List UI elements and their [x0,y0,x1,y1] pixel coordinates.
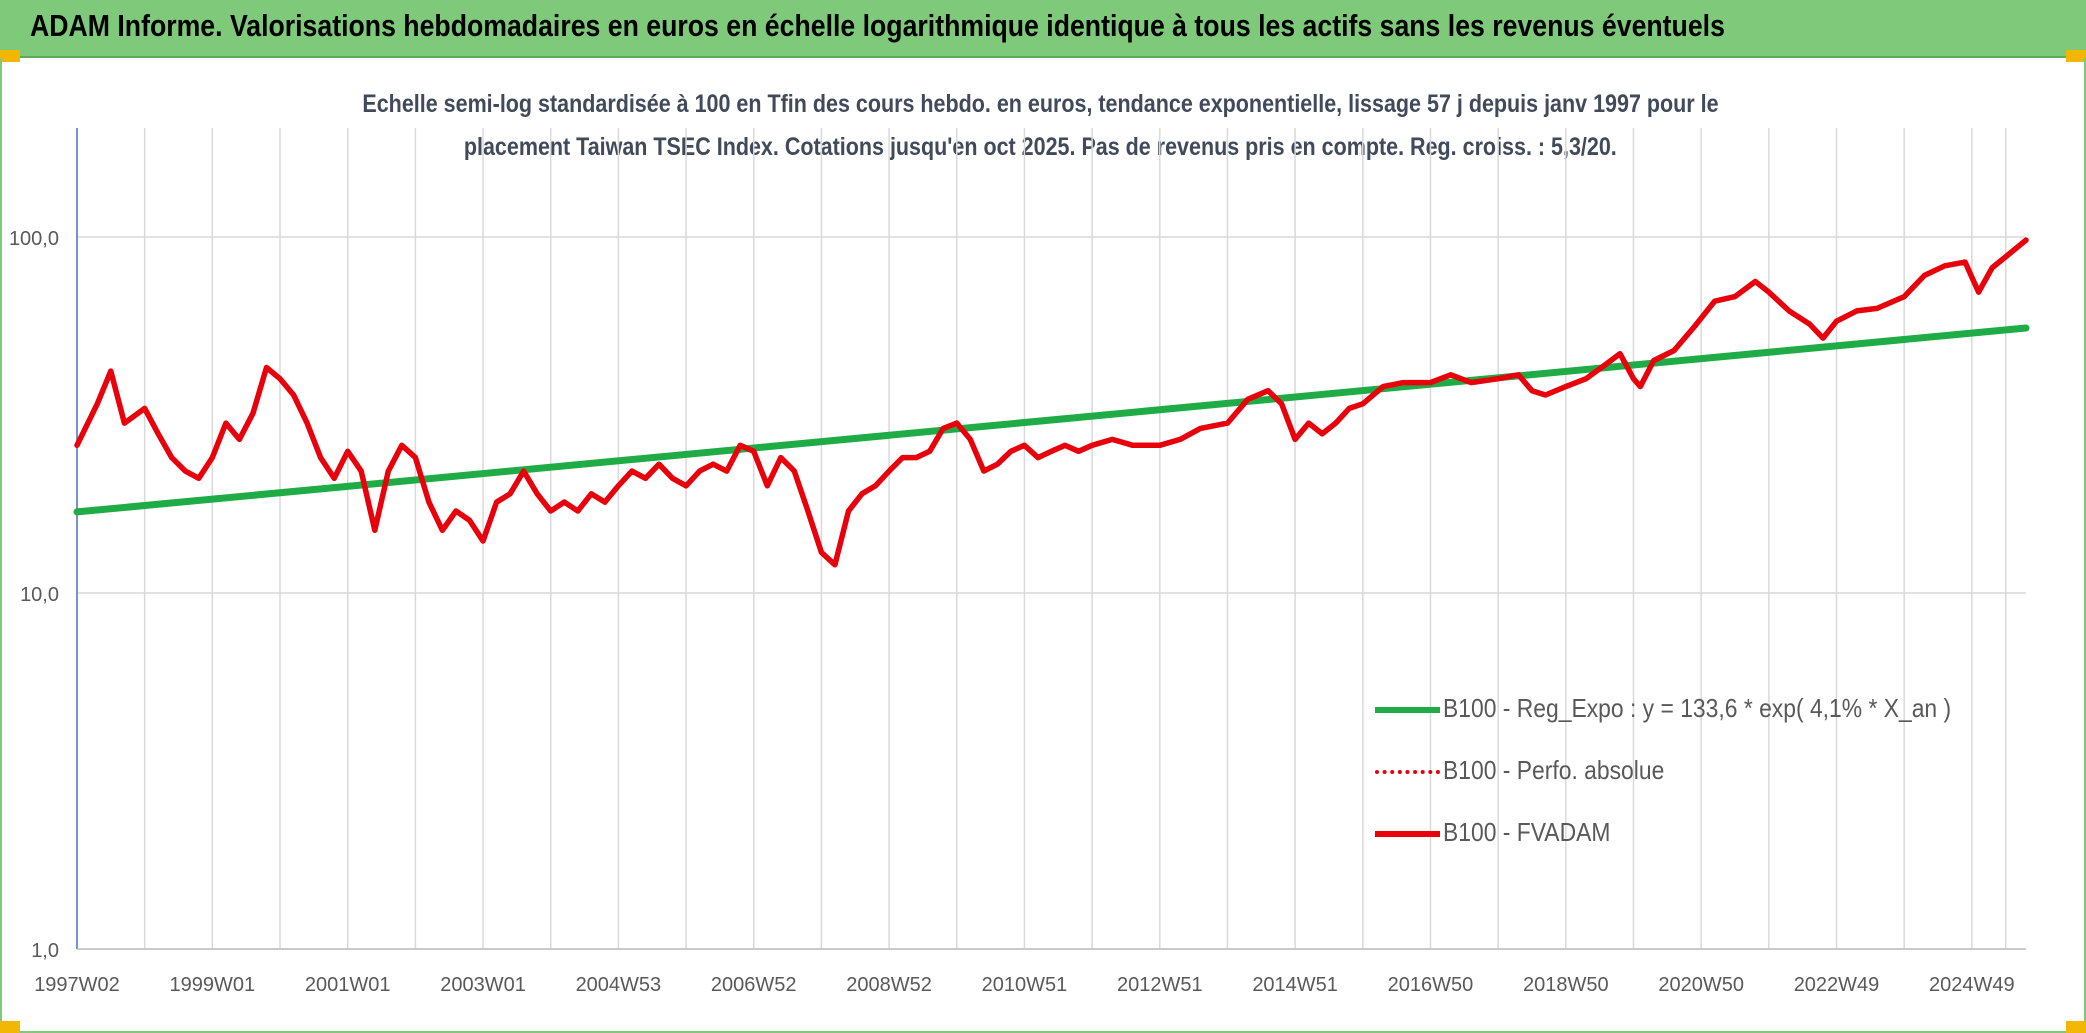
corner-accent-bottom-right [2066,1021,2086,1033]
x-tick-label-2: 2001W01 [305,974,391,996]
x-tick-label-12: 2020W50 [1658,974,1744,996]
y-tick-label-0: 1,0 [31,940,59,962]
x-tick-label-8: 2012W51 [1117,974,1203,996]
x-tick-label-9: 2014W51 [1252,974,1338,996]
x-tick-label-0: 1997W02 [34,974,120,996]
legend-label-perfo-absolue: B100 - Perfo. absolue [1443,755,1665,785]
y-tick-label-2: 100,0 [9,228,59,250]
chart-title-line-2: placement Taiwan TSEC Index. Cotations j… [463,133,1617,161]
x-tick-label-13: 2022W49 [1794,974,1880,996]
x-tick-label-5: 2006W52 [711,974,797,996]
report-title: ADAM Informe. Valorisations hebdomadaire… [30,8,1725,43]
corner-accent-top-left [0,50,20,62]
legend-label-fvadam: B100 - FVADAM [1443,817,1611,847]
x-tick-label-11: 2018W50 [1523,974,1609,996]
x-tick-label-7: 2010W51 [982,974,1068,996]
corner-accent-bottom-left [0,1021,20,1033]
legend-swatch-regression [1375,707,1440,713]
series-line-regression [73,324,2030,516]
x-tick-label-10: 2016W50 [1388,974,1474,996]
y-tick-label-1: 10,0 [20,584,59,606]
x-tick-label-14: 2024W49 [1929,974,2015,996]
legend-swatch-perfo-absolue [1375,770,1440,774]
legend-swatch-fvadam [1375,831,1440,837]
chart-frame [0,58,2086,1033]
legend-label-regression: B100 - Reg_Expo : y = 133,6 * exp( 4,1% … [1443,693,1952,723]
x-tick-label-4: 2004W53 [576,974,662,996]
report-banner: ADAM Informe. Valorisations hebdomadaire… [0,0,2086,58]
x-tick-label-1: 1999W01 [170,974,256,996]
chart-title-line-1: Echelle semi-log standardisée à 100 en T… [361,90,1719,118]
x-tick-label-6: 2008W52 [846,974,932,996]
series-line-fvadam [74,237,2029,568]
x-tick-label-3: 2003W01 [440,974,526,996]
corner-accent-top-right [2066,50,2086,62]
